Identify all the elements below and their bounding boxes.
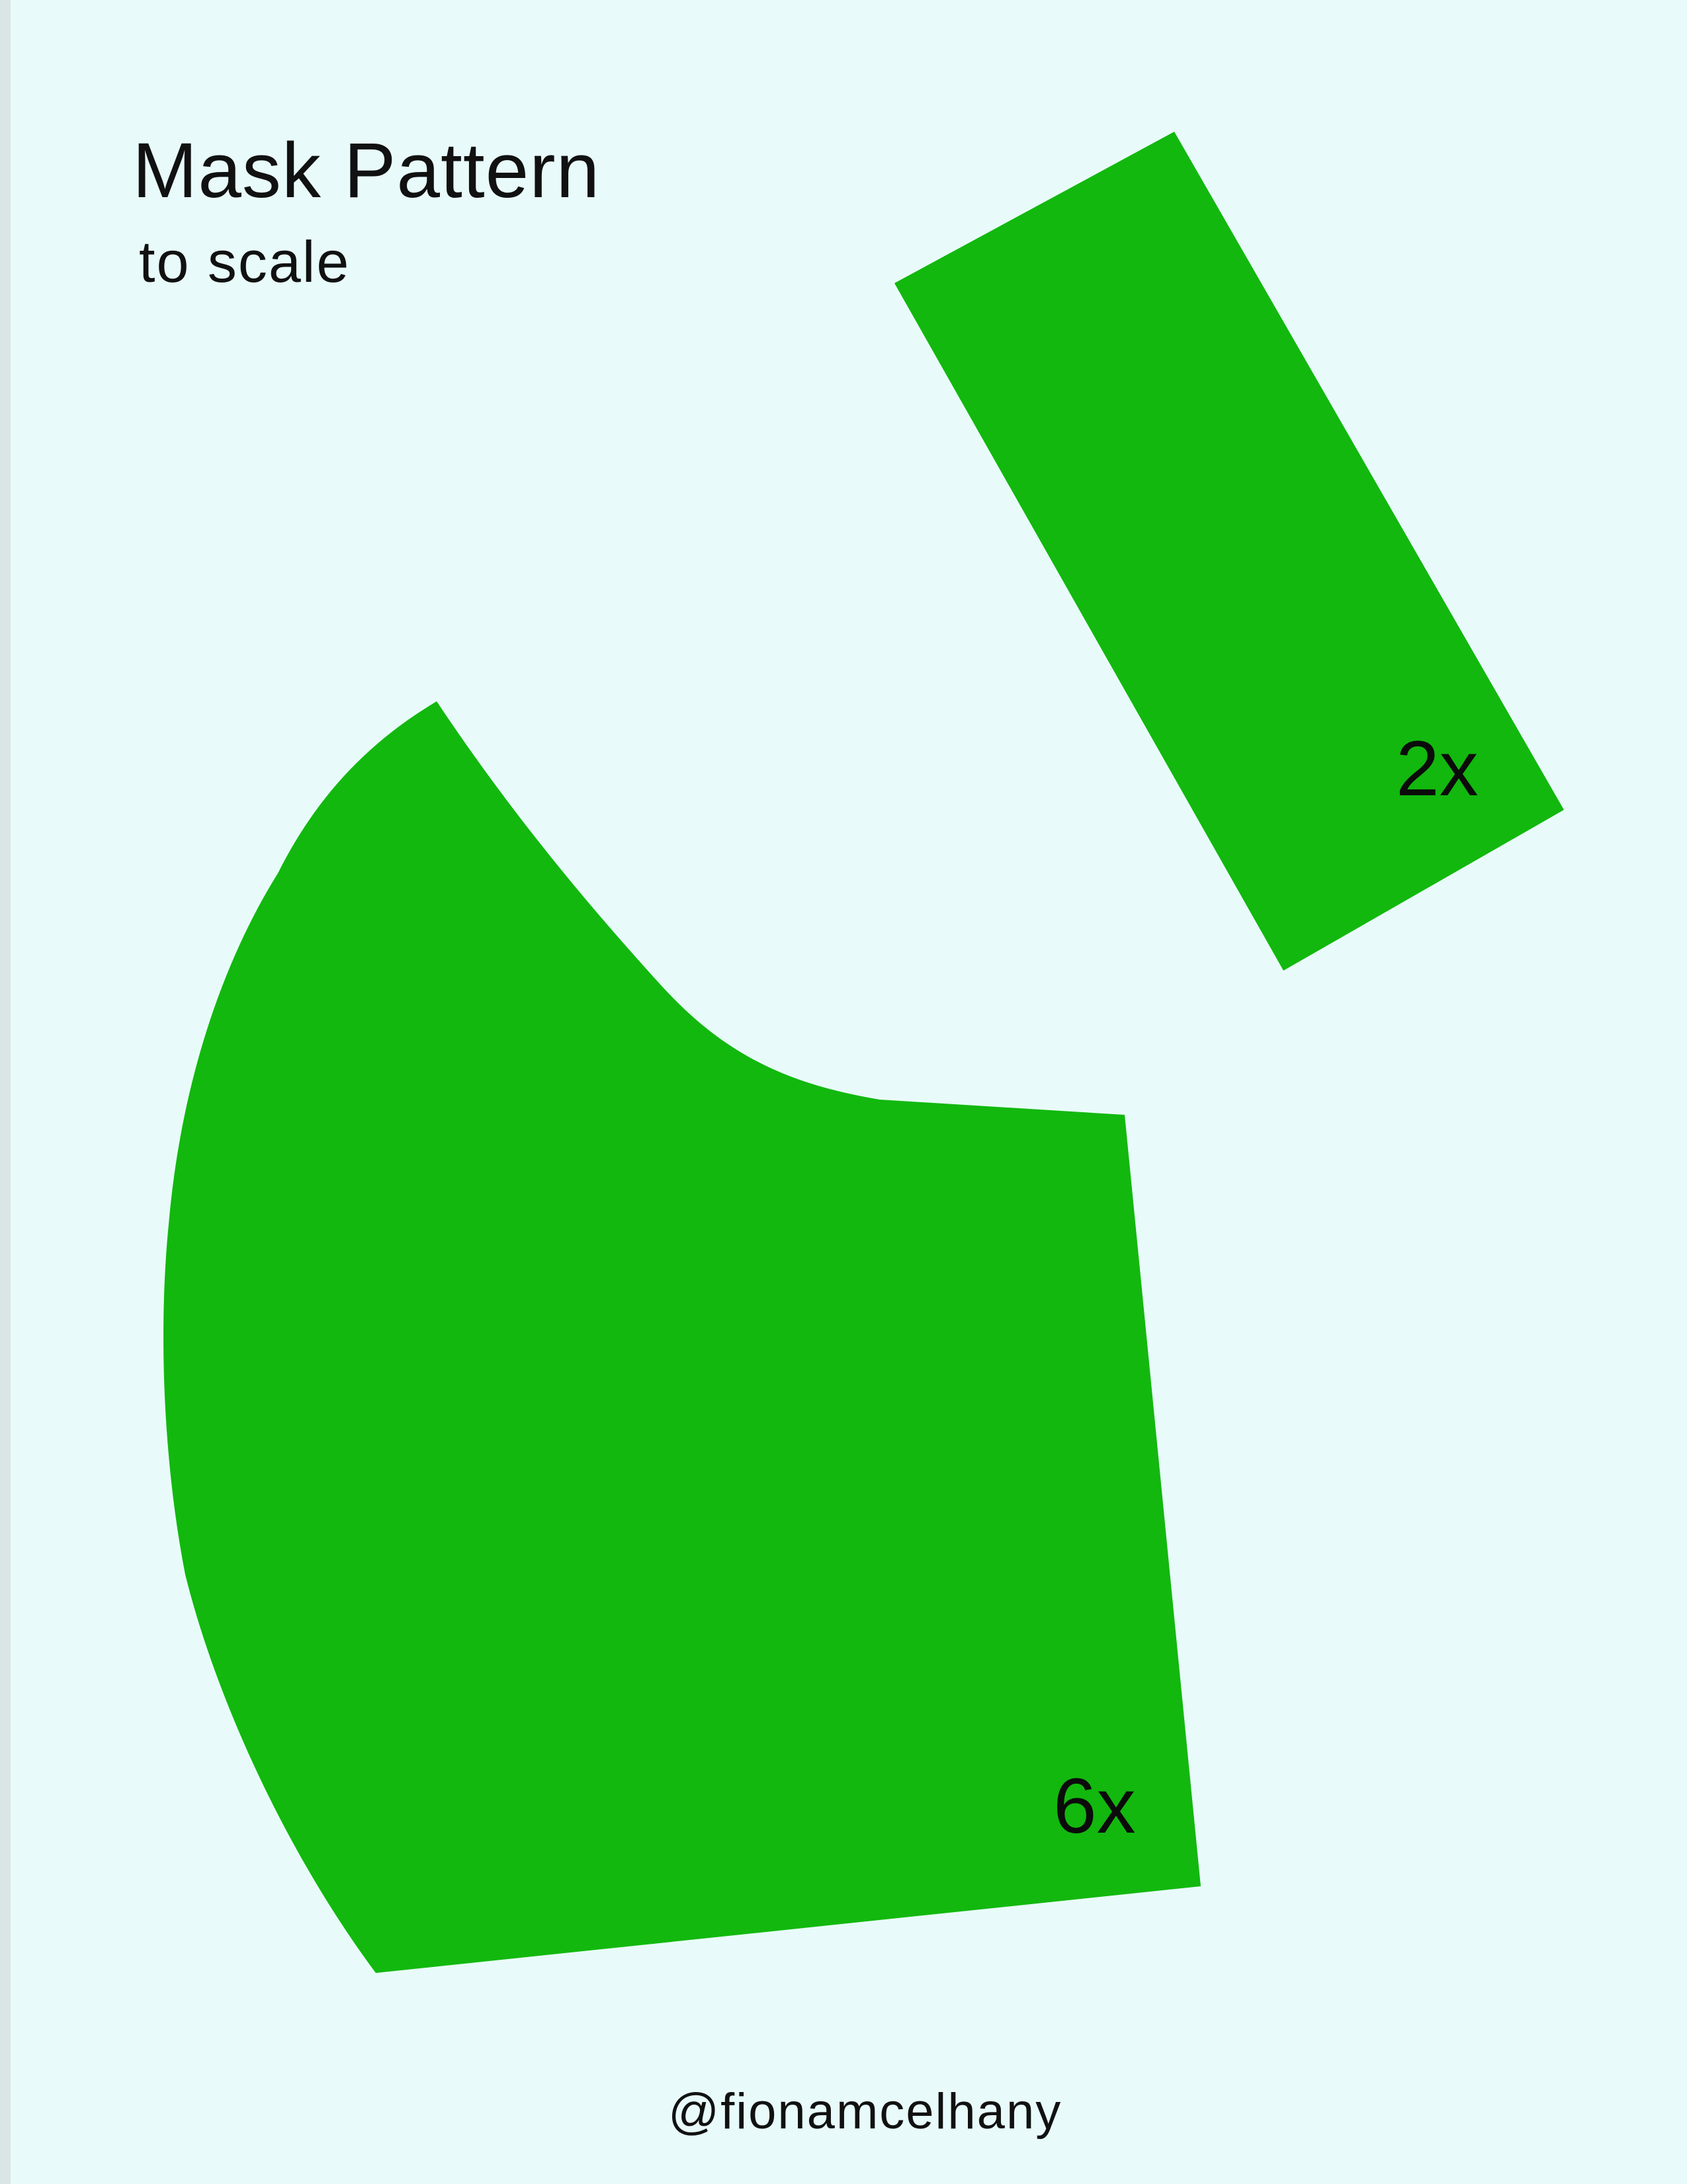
page-title: Mask Pattern bbox=[132, 127, 601, 214]
page-subtitle: to scale bbox=[139, 229, 351, 294]
mask-panel-shape bbox=[163, 701, 1201, 1973]
author-credit: @fionamcelhany bbox=[668, 2083, 1062, 2140]
tie-strip-piece: 2x bbox=[894, 132, 1564, 971]
tie-strip-shape bbox=[894, 132, 1564, 971]
mask-panel-piece: 6x bbox=[163, 701, 1201, 1973]
sheet-edge bbox=[0, 0, 11, 2184]
tie-strip-quantity: 2x bbox=[1396, 725, 1479, 812]
mask-panel-quantity: 6x bbox=[1053, 1763, 1136, 1850]
